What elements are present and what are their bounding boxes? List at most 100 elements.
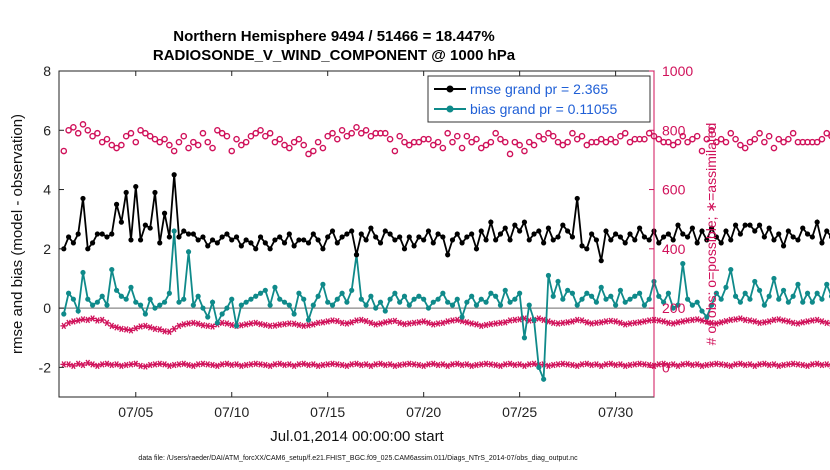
obs-possible-point	[252, 129, 260, 137]
bias-point	[253, 293, 259, 299]
obs-possible-point	[247, 132, 255, 140]
obs-possible-point	[329, 129, 336, 137]
bias-point	[387, 296, 393, 302]
rmse-point	[229, 237, 235, 243]
obs-assimilated-point	[122, 326, 130, 333]
bias-point	[531, 317, 537, 323]
rmse-point	[728, 237, 734, 243]
bias-point	[406, 302, 412, 308]
obs-possible-point	[151, 135, 159, 143]
obs-assimilated-point	[103, 319, 111, 327]
rmse-point	[430, 240, 436, 246]
bias-point	[493, 293, 499, 299]
obs-assimilated-point	[261, 321, 269, 329]
obs-assimilated-point	[209, 361, 216, 369]
bias-point	[272, 284, 278, 290]
rmse-point	[517, 228, 523, 234]
obs-assimilated-point	[165, 362, 173, 370]
obs-assimilated-point	[612, 318, 620, 325]
obs-assimilated-point	[84, 316, 92, 324]
bias-point	[133, 299, 139, 305]
bias-point	[176, 299, 182, 305]
obs-assimilated-point	[185, 361, 192, 369]
obs-assimilated-point	[732, 316, 739, 323]
rmse-point	[550, 237, 556, 243]
obs-assimilated-point	[693, 361, 701, 368]
bias-point	[656, 293, 662, 299]
bias-point	[421, 296, 427, 302]
bias-point	[766, 293, 772, 299]
rmse-point	[301, 237, 307, 243]
obs-possible-point	[180, 132, 188, 140]
rmse-point	[166, 234, 172, 240]
rmse-point	[262, 240, 268, 246]
rmse-point	[617, 234, 624, 240]
rmse-point	[224, 231, 230, 237]
obs-assimilated-point	[343, 320, 351, 327]
legend-bias-marker	[446, 105, 454, 113]
obs-possible-point	[266, 129, 274, 137]
obs-possible-point	[223, 132, 231, 140]
obs-possible-point	[137, 126, 144, 134]
obs-possible-point	[554, 138, 562, 146]
obs-possible-point	[439, 144, 447, 152]
obs-assimilated-point	[415, 319, 423, 326]
rmse-point	[565, 228, 571, 234]
bias-point	[560, 296, 566, 302]
bias-point	[267, 302, 273, 308]
rmse-point	[65, 234, 72, 240]
obs-assimilated-point	[578, 317, 586, 324]
rmse-point	[406, 234, 412, 240]
rmse-point	[819, 240, 825, 246]
obs-assimilated-point	[113, 361, 120, 368]
y-tick-label: 8	[43, 63, 51, 79]
bias-point	[238, 302, 244, 308]
rmse-point	[373, 234, 379, 240]
obs-assimilated-point	[223, 320, 231, 327]
rmse-point	[195, 237, 201, 243]
rmse-point	[593, 237, 600, 243]
rmse-point	[641, 234, 648, 240]
obs-assimilated-point	[492, 361, 500, 369]
rmse-point	[723, 228, 729, 234]
bias-point	[401, 293, 408, 299]
rmse-point	[780, 243, 787, 249]
bias-point	[157, 302, 163, 308]
obs-assimilated-point	[242, 321, 250, 328]
rmse-point	[488, 219, 494, 225]
obs-assimilated-point	[583, 319, 591, 326]
obs-possible-point	[65, 126, 72, 134]
obs-possible-point	[98, 138, 106, 146]
bias-point	[411, 296, 417, 302]
obs-possible-point	[290, 138, 298, 146]
obs-possible-point	[74, 129, 82, 137]
rmse-point	[109, 231, 115, 237]
rmse-point	[320, 246, 326, 252]
rmse-point	[584, 246, 590, 252]
rmse-point	[157, 240, 163, 246]
obs-assimilated-point	[98, 316, 106, 324]
bias-point	[363, 302, 369, 308]
obs-possible-point	[127, 129, 135, 137]
obs-assimilated-point	[746, 317, 754, 324]
rmse-point	[440, 234, 446, 240]
obs-assimilated-point	[271, 322, 279, 329]
obs-possible-point	[497, 135, 504, 143]
rmse-point	[363, 237, 369, 243]
rmse-point	[176, 234, 182, 240]
obs-possible-point	[626, 138, 634, 146]
bias-point	[459, 314, 465, 320]
bias-point	[224, 305, 230, 311]
obs-possible-point	[713, 138, 720, 146]
rmse-point	[665, 231, 671, 237]
bias-point	[291, 311, 297, 317]
obs-assimilated-point	[132, 324, 140, 332]
obs-possible-point	[204, 138, 212, 146]
obs-assimilated-point	[607, 360, 615, 368]
obs-possible-point	[401, 138, 408, 146]
bias-point	[517, 290, 523, 296]
obs-possible-point	[218, 129, 226, 137]
obs-assimilated-point	[161, 361, 168, 368]
obs-assimilated-point	[391, 317, 399, 325]
obs-assimilated-point	[132, 360, 140, 368]
